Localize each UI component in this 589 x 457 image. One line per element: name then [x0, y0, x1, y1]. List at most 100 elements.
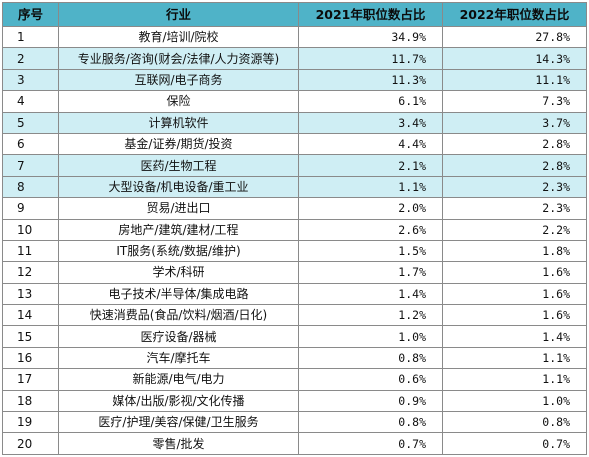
row-index: 1 — [2, 25, 59, 49]
row-2021-share: 4.4% — [298, 132, 443, 156]
table-row: 3 互联网/电子商务 11.3% 11.1% — [2, 68, 587, 92]
row-2022-share: 27.8% — [442, 25, 587, 49]
row-index: 7 — [2, 154, 59, 177]
row-index: 8 — [2, 175, 59, 199]
row-index: 20 — [2, 432, 59, 455]
row-index: 13 — [2, 282, 59, 306]
row-index: 16 — [2, 346, 59, 370]
row-index: 14 — [2, 304, 59, 327]
table-row: 12 学术/科研 1.7% 1.6% — [2, 261, 587, 284]
row-index: 18 — [2, 389, 59, 413]
header-industry: 行业 — [58, 2, 299, 27]
row-index: 10 — [2, 218, 59, 241]
row-index: 3 — [2, 68, 59, 92]
table-row: 1 教育/培训/院校 34.9% 27.8% — [2, 25, 587, 49]
row-2021-share: 1.4% — [298, 282, 443, 306]
row-industry: 大型设备/机电设备/重工业 — [58, 175, 299, 199]
header-index: 序号 — [2, 2, 59, 27]
row-industry: 零售/批发 — [58, 432, 299, 455]
row-industry: 基金/证券/期货/投资 — [58, 132, 299, 156]
row-2021-share: 0.8% — [298, 411, 443, 434]
row-2022-share: 7.3% — [442, 90, 587, 113]
row-2022-share: 1.0% — [442, 389, 587, 413]
table-header: 序号 行业 2021年职位数占比 2022年职位数占比 — [2, 2, 587, 27]
row-index: 4 — [2, 90, 59, 113]
row-index: 9 — [2, 197, 59, 220]
row-index: 6 — [2, 132, 59, 156]
row-2021-share: 6.1% — [298, 90, 443, 113]
row-industry: 医疗/护理/美容/保健/卫生服务 — [58, 411, 299, 434]
row-2021-share: 1.5% — [298, 239, 443, 263]
row-industry: 保险 — [58, 90, 299, 113]
row-2021-share: 1.2% — [298, 304, 443, 327]
row-2021-share: 3.4% — [298, 111, 443, 134]
row-2021-share: 2.6% — [298, 218, 443, 241]
row-industry: 汽车/摩托车 — [58, 346, 299, 370]
header-2022: 2022年职位数占比 — [442, 2, 587, 27]
row-2021-share: 2.1% — [298, 154, 443, 177]
table-row: 4 保险 6.1% 7.3% — [2, 90, 587, 113]
row-industry: 互联网/电子商务 — [58, 68, 299, 92]
row-2022-share: 3.7% — [442, 111, 587, 134]
row-2022-share: 2.8% — [442, 154, 587, 177]
row-2022-share: 14.3% — [442, 47, 587, 70]
row-2022-share: 1.1% — [442, 346, 587, 370]
row-index: 11 — [2, 239, 59, 263]
table-row: 7 医药/生物工程 2.1% 2.8% — [2, 154, 587, 177]
row-index: 12 — [2, 261, 59, 284]
row-2022-share: 11.1% — [442, 68, 587, 92]
row-2022-share: 1.6% — [442, 282, 587, 306]
row-industry: 计算机软件 — [58, 111, 299, 134]
row-industry: 快速消费品(食品/饮料/烟酒/日化) — [58, 304, 299, 327]
row-2021-share: 11.7% — [298, 47, 443, 70]
row-industry: 医药/生物工程 — [58, 154, 299, 177]
table-row: 6 基金/证券/期货/投资 4.4% 2.8% — [2, 132, 587, 156]
table-row: 10 房地产/建筑/建材/工程 2.6% 2.2% — [2, 218, 587, 241]
row-2021-share: 0.9% — [298, 389, 443, 413]
row-2021-share: 1.0% — [298, 325, 443, 348]
row-2021-share: 11.3% — [298, 68, 443, 92]
row-2022-share: 2.3% — [442, 175, 587, 199]
table-row: 14 快速消费品(食品/饮料/烟酒/日化) 1.2% 1.6% — [2, 304, 587, 327]
row-industry: IT服务(系统/数据/维护) — [58, 239, 299, 263]
row-industry: 医疗设备/器械 — [58, 325, 299, 348]
row-index: 19 — [2, 411, 59, 434]
row-2021-share: 2.0% — [298, 197, 443, 220]
row-industry: 媒体/出版/影视/文化传播 — [58, 389, 299, 413]
table-row: 11 IT服务(系统/数据/维护) 1.5% 1.8% — [2, 239, 587, 263]
row-index: 17 — [2, 368, 59, 391]
table-row: 15 医疗设备/器械 1.0% 1.4% — [2, 325, 587, 348]
row-industry: 电子技术/半导体/集成电路 — [58, 282, 299, 306]
row-2022-share: 2.8% — [442, 132, 587, 156]
row-index: 5 — [2, 111, 59, 134]
header-row: 序号 行业 2021年职位数占比 2022年职位数占比 — [2, 2, 587, 27]
row-2022-share: 2.2% — [442, 218, 587, 241]
table-row: 16 汽车/摩托车 0.8% 1.1% — [2, 346, 587, 370]
row-industry: 新能源/电气/电力 — [58, 368, 299, 391]
row-industry: 学术/科研 — [58, 261, 299, 284]
table-row: 18 媒体/出版/影视/文化传播 0.9% 1.0% — [2, 389, 587, 413]
row-2022-share: 1.6% — [442, 261, 587, 284]
row-2021-share: 0.8% — [298, 346, 443, 370]
row-industry: 贸易/进出口 — [58, 197, 299, 220]
table-row: 20 零售/批发 0.7% 0.7% — [2, 432, 587, 455]
row-2022-share: 1.6% — [442, 304, 587, 327]
table-row: 8 大型设备/机电设备/重工业 1.1% 2.3% — [2, 175, 587, 199]
row-industry: 专业服务/咨询(财会/法律/人力资源等) — [58, 47, 299, 70]
table-row: 5 计算机软件 3.4% 3.7% — [2, 111, 587, 134]
row-2021-share: 34.9% — [298, 25, 443, 49]
row-2022-share: 1.4% — [442, 325, 587, 348]
row-2021-share: 1.1% — [298, 175, 443, 199]
row-2022-share: 0.7% — [442, 432, 587, 455]
header-2021: 2021年职位数占比 — [298, 2, 443, 27]
table-body: 1 教育/培训/院校 34.9% 27.8% 2 专业服务/咨询(财会/法律/人力资源等)… — [2, 25, 587, 455]
row-2022-share: 1.1% — [442, 368, 587, 391]
row-index: 15 — [2, 325, 59, 348]
row-2021-share: 0.6% — [298, 368, 443, 391]
table-row: 13 电子技术/半导体/集成电路 1.4% 1.6% — [2, 282, 587, 306]
row-industry: 房地产/建筑/建材/工程 — [58, 218, 299, 241]
row-2022-share: 1.8% — [442, 239, 587, 263]
row-2021-share: 1.7% — [298, 261, 443, 284]
row-2022-share: 2.3% — [442, 197, 587, 220]
